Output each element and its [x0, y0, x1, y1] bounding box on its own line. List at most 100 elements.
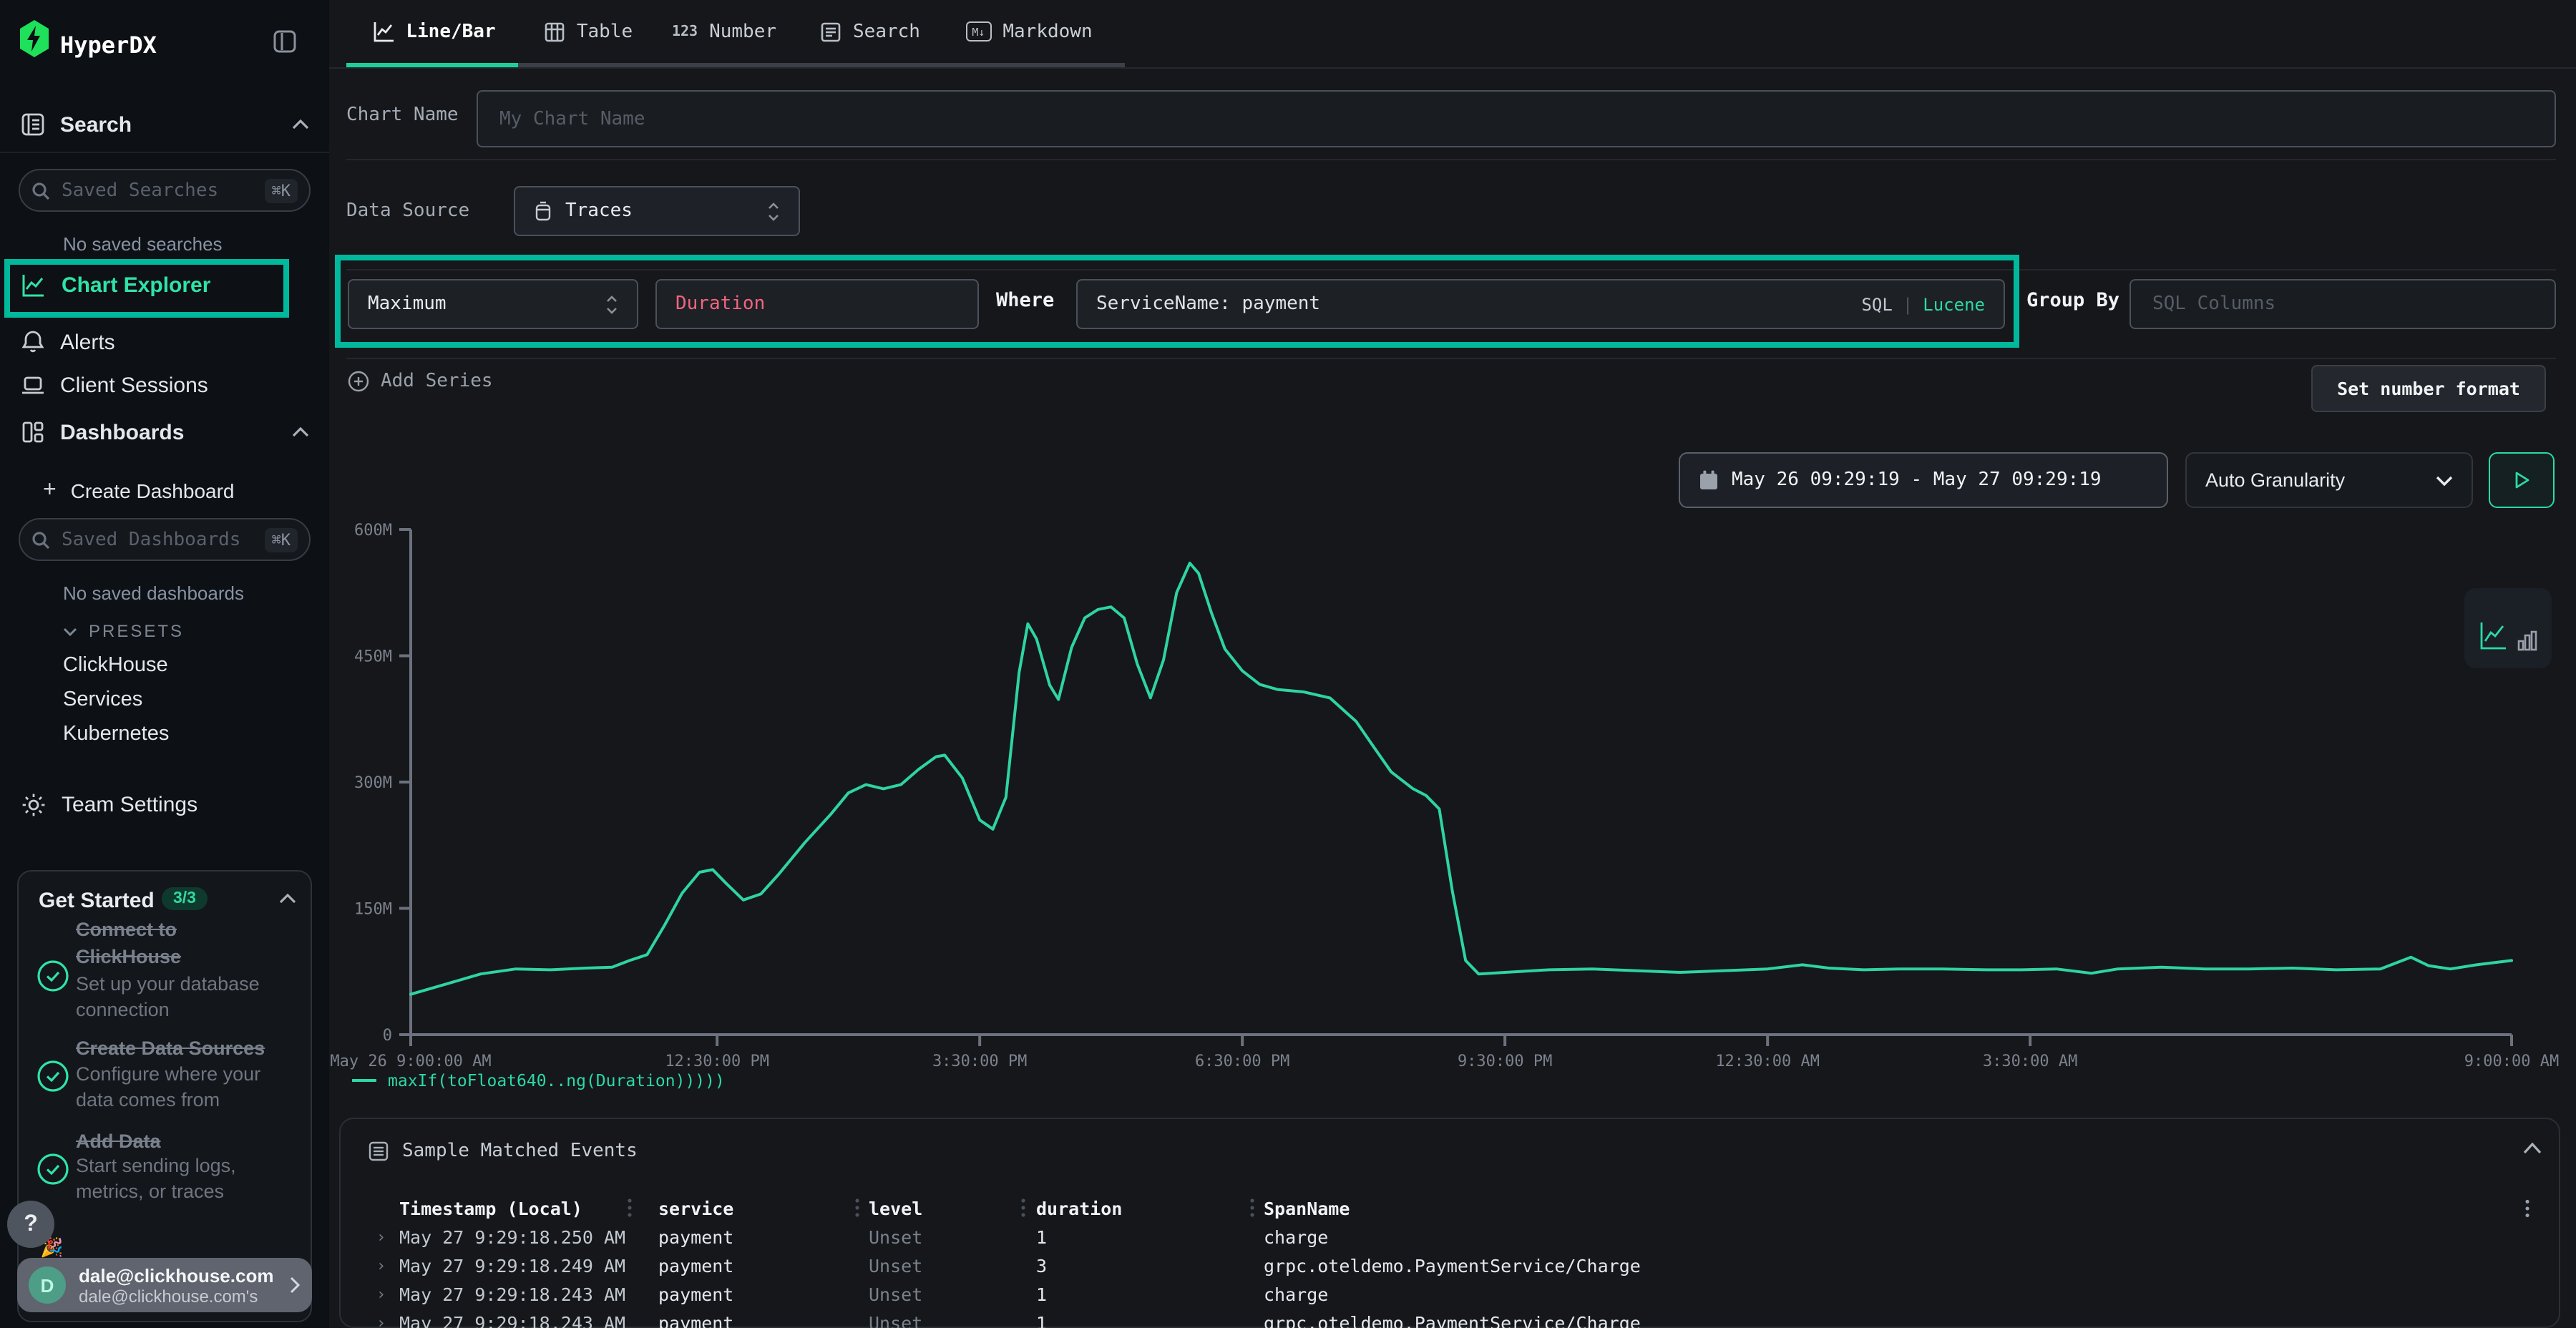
presets-label: PRESETS: [89, 621, 185, 641]
sidebar-item-client-sessions[interactable]: Client Sessions: [20, 372, 208, 398]
select-updown-icon: [767, 201, 780, 221]
preset-kubernetes[interactable]: Kubernetes: [63, 723, 170, 746]
granularity-select[interactable]: Auto Granularity: [2185, 452, 2473, 508]
tab-search[interactable]: Search: [804, 0, 936, 63]
data-source-select[interactable]: Traces: [514, 186, 800, 236]
column-drag-handle-icon[interactable]: [627, 1198, 633, 1218]
cell-level: Unset: [869, 1284, 923, 1305]
section-divider: [346, 358, 2556, 359]
laptop-icon: [20, 372, 46, 398]
svg-text:0: 0: [383, 1027, 392, 1045]
tab-label: Line/Bar: [406, 21, 496, 42]
bar-chart-toggle-icon[interactable]: [2517, 630, 2537, 651]
sidebar-item-alerts[interactable]: Alerts: [20, 329, 115, 355]
chevron-up-icon[interactable]: [2523, 1142, 2542, 1155]
chart-explorer-icon: [20, 272, 47, 299]
row-expand-chevron-icon[interactable]: ›: [376, 1228, 386, 1246]
search-icon: [31, 530, 50, 549]
legend-label: maxIf(toFloat640..ng(Duration))))): [388, 1070, 725, 1090]
lucene-mode-toggle[interactable]: Lucene: [1923, 294, 1985, 314]
set-number-format-button[interactable]: Set number format: [2311, 365, 2546, 412]
user-menu[interactable]: D dale@clickhouse.com dale@clickhouse.co…: [17, 1258, 312, 1312]
sidebar-divider: [0, 152, 329, 153]
line-chart-toggle-icon[interactable]: [2479, 620, 2507, 651]
where-input[interactable]: ServiceName: payment SQL | Lucene: [1076, 279, 2005, 329]
get-started-item-subtitle: Configure where your data comes from: [76, 1063, 261, 1110]
group-by-input-field[interactable]: [2150, 292, 2536, 316]
search-section-icon: [20, 112, 46, 137]
tab-number[interactable]: 123 Number: [658, 0, 790, 63]
svg-text:9:30:00 PM: 9:30:00 PM: [1458, 1053, 1552, 1070]
chart-svg[interactable]: 0 150M 300M 450M 600M May 26 9:00:00 AM 12:30:…: [329, 515, 2569, 1076]
chart-name-label: Chart Name: [346, 104, 459, 126]
column-drag-handle-icon[interactable]: [1249, 1198, 1255, 1218]
chart-name-input[interactable]: [477, 90, 2556, 147]
cell-spanname: grpc.oteldemo.PaymentService/Charge: [1264, 1255, 1641, 1276]
section-divider: [346, 159, 2556, 160]
sidebar-item-search[interactable]: Search: [20, 112, 309, 137]
sidebar-collapse-icon[interactable]: [272, 29, 298, 60]
table-menu-icon[interactable]: [2524, 1196, 2530, 1221]
get-started-item-title[interactable]: Connect to ClickHouse: [76, 919, 182, 967]
preset-services[interactable]: Services: [63, 688, 143, 711]
svg-text:150M: 150M: [354, 901, 392, 919]
metric-field-input[interactable]: Duration: [655, 279, 979, 329]
tab-underline-track: [518, 63, 1125, 67]
chevron-up-icon[interactable]: [279, 893, 296, 904]
create-dashboard-button[interactable]: + Create Dashboard: [43, 478, 235, 504]
sample-matched-events-panel: Sample Matched Events Timestamp (Local) …: [339, 1118, 2560, 1328]
saved-dashboards-input[interactable]: Saved Dashboards ⌘K: [19, 518, 311, 561]
column-drag-handle-icon[interactable]: [1020, 1198, 1026, 1218]
view-tabbar: Line/Bar Table 123 Number Search M↓ Ma: [329, 0, 2576, 69]
svg-text:450M: 450M: [354, 648, 392, 666]
no-saved-searches-text: No saved searches: [63, 233, 223, 255]
cell-duration: 3: [1036, 1255, 1048, 1276]
tab-label: Search: [853, 21, 920, 42]
sql-mode-toggle[interactable]: SQL: [1861, 294, 1893, 314]
column-drag-handle-icon[interactable]: [854, 1198, 860, 1218]
date-range-input[interactable]: May 26 09:29:19 - May 27 09:29:19: [1679, 452, 2168, 508]
svg-text:May 26 9:00:00 AM: May 26 9:00:00 AM: [330, 1053, 491, 1070]
chevron-right-icon: [289, 1276, 301, 1294]
sidebar-item-dashboards[interactable]: Dashboards: [20, 419, 309, 445]
get-started-item-subtitle: Start sending logs, metrics, or traces: [76, 1155, 236, 1202]
toggle-divider: |: [1902, 294, 1913, 314]
tab-line-bar[interactable]: Line/Bar: [348, 0, 519, 63]
get-started-progress-badge: 3/3: [162, 887, 208, 910]
preset-clickhouse[interactable]: ClickHouse: [63, 654, 168, 677]
presets-toggle[interactable]: PRESETS: [63, 621, 184, 641]
check-circle-icon: [36, 959, 70, 993]
saved-searches-placeholder: Saved Searches: [62, 180, 219, 201]
sidebar-item-team-settings[interactable]: Team Settings: [20, 791, 197, 819]
tab-markdown[interactable]: M↓ Markdown: [950, 0, 1108, 63]
line-chart-icon: [371, 20, 394, 43]
tab-label: Number: [709, 21, 777, 42]
chart-name-input-field[interactable]: [497, 107, 2536, 131]
data-source-value: Traces: [565, 200, 633, 222]
row-expand-chevron-icon[interactable]: ›: [376, 1314, 386, 1328]
get-started-item-title[interactable]: Create Data Sources: [76, 1038, 265, 1059]
cell-service: payment: [658, 1312, 734, 1328]
metric-field-value: Duration: [675, 293, 766, 315]
cell-service: payment: [658, 1226, 734, 1248]
group-by-input[interactable]: [2129, 279, 2556, 329]
section-divider: [346, 269, 2556, 270]
column-header-duration: duration: [1036, 1198, 1123, 1219]
saved-searches-input[interactable]: Saved Searches ⌘K: [19, 169, 311, 212]
tab-table[interactable]: Table: [530, 0, 647, 63]
aggregation-select[interactable]: Maximum: [348, 279, 638, 329]
help-button[interactable]: ?: [7, 1201, 54, 1248]
cell-timestamp: May 27 9:29:18.250 AM: [399, 1226, 626, 1248]
svg-text:3:30:00 PM: 3:30:00 PM: [932, 1053, 1027, 1070]
sidebar-item-chart-explorer[interactable]: Chart Explorer: [20, 272, 210, 299]
add-series-button[interactable]: Add Series: [348, 371, 493, 392]
plus-icon: +: [43, 478, 57, 502]
row-expand-chevron-icon[interactable]: ›: [376, 1256, 386, 1275]
check-circle-icon: [36, 1152, 70, 1186]
run-query-button[interactable]: [2489, 452, 2555, 508]
row-expand-chevron-icon[interactable]: ›: [376, 1285, 386, 1304]
cell-timestamp: May 27 9:29:18.243 AM: [399, 1312, 626, 1328]
get-started-item-title[interactable]: Add Data: [76, 1131, 161, 1152]
sidebar-item-label: Chart Explorer: [62, 273, 211, 298]
cell-duration: 1: [1036, 1284, 1048, 1305]
